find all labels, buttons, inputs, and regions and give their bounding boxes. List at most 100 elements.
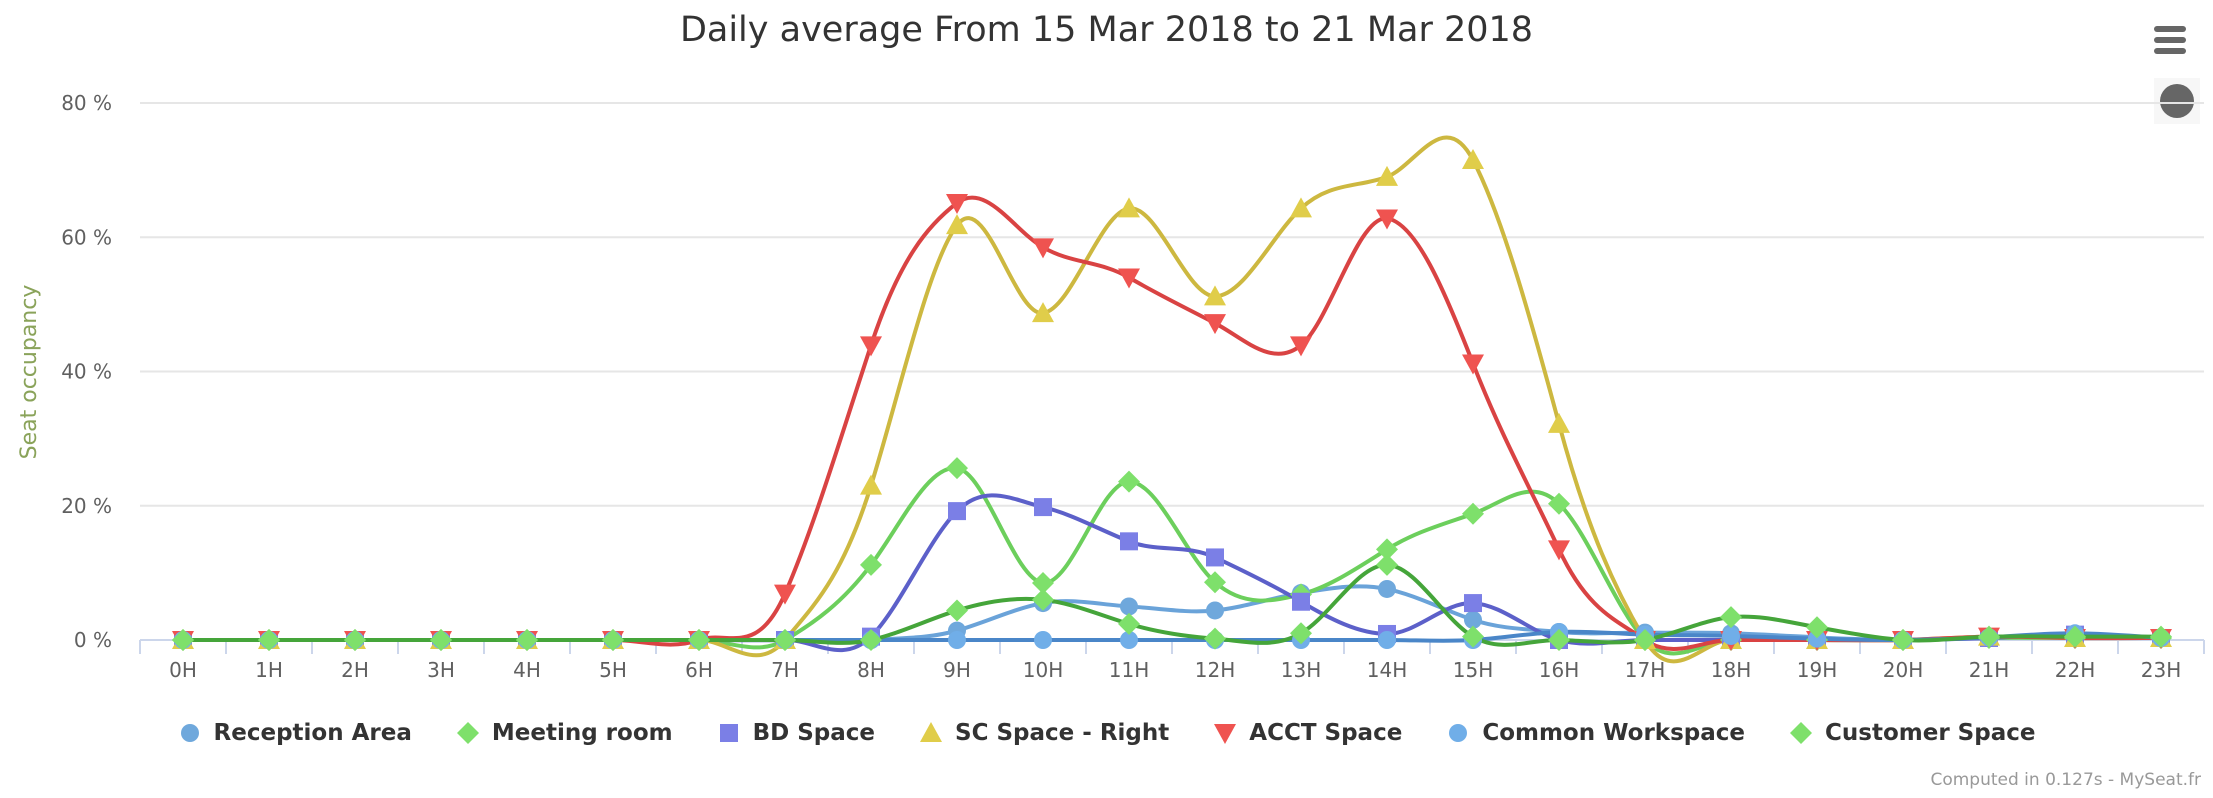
data-point-sc-space-right[interactable] <box>1204 285 1226 306</box>
triangle-marker-icon <box>920 722 943 742</box>
data-point-reception-area[interactable] <box>1120 597 1138 616</box>
data-point-meeting-room[interactable] <box>1204 571 1226 594</box>
legend-item-customer-space[interactable]: Customer Space <box>1789 720 2035 746</box>
data-point-customer-space[interactable] <box>2150 625 2172 648</box>
data-point-sc-space-right[interactable] <box>1118 197 1140 218</box>
legend-item-sc-space-right[interactable]: SC Space - Right <box>919 720 1169 746</box>
data-point-acct-space[interactable] <box>1032 238 1054 259</box>
data-point-acct-space[interactable] <box>1376 209 1398 230</box>
x-tick-label: 13H <box>1281 658 1322 682</box>
data-point-bd-space[interactable] <box>948 502 966 521</box>
series-line-meeting-room[interactable] <box>182 466 2161 656</box>
data-point-meeting-room[interactable] <box>1118 470 1140 493</box>
y-tick-label: 0 % <box>74 628 112 652</box>
data-point-customer-space[interactable] <box>1806 616 1828 639</box>
x-tick-label: 4H <box>513 658 541 682</box>
legend-item-common-workspace[interactable]: Common Workspace <box>1446 720 1745 746</box>
series-line-bd-space[interactable] <box>182 493 2162 653</box>
data-point-customer-space[interactable] <box>2064 625 2086 648</box>
data-point-customer-space[interactable] <box>860 629 882 651</box>
data-point-customer-space[interactable] <box>430 629 452 651</box>
data-point-customer-space[interactable] <box>774 629 796 651</box>
data-point-bd-space[interactable] <box>1464 594 1482 613</box>
data-point-sc-space-right[interactable] <box>1548 412 1570 433</box>
data-point-bd-space[interactable] <box>1292 592 1310 611</box>
legend-item-bd-space[interactable]: BD Space <box>717 720 875 746</box>
data-point-common-workspace[interactable] <box>1120 631 1138 649</box>
data-point-customer-space[interactable] <box>1032 588 1054 611</box>
legend-item-reception-area[interactable]: Reception Area <box>178 720 412 746</box>
circle-marker-icon <box>1449 724 1468 742</box>
data-point-customer-space[interactable] <box>1892 629 1914 651</box>
data-point-meeting-room[interactable] <box>860 553 882 576</box>
data-point-meeting-room[interactable] <box>1032 571 1054 594</box>
data-point-common-workspace[interactable] <box>1808 629 1826 648</box>
data-point-customer-space[interactable] <box>172 629 194 651</box>
data-point-customer-space[interactable] <box>1204 627 1226 650</box>
data-point-common-workspace[interactable] <box>1722 626 1740 645</box>
data-point-meeting-room[interactable] <box>1548 492 1570 515</box>
data-point-customer-space[interactable] <box>946 599 968 622</box>
data-point-customer-space[interactable] <box>1720 606 1742 629</box>
triangle-marker-icon <box>920 722 943 742</box>
series-markers <box>172 149 2172 651</box>
x-tick-label: 5H <box>599 658 627 682</box>
data-point-acct-space[interactable] <box>946 194 968 215</box>
data-point-acct-space[interactable] <box>1548 540 1570 561</box>
hamburger-menu-icon-bar <box>2154 37 2186 43</box>
data-point-bd-space[interactable] <box>1034 498 1052 517</box>
legend-label: Reception Area <box>213 720 412 746</box>
data-point-reception-area[interactable] <box>1378 579 1396 598</box>
data-point-meeting-room[interactable] <box>1376 538 1398 561</box>
data-point-meeting-room[interactable] <box>946 457 968 480</box>
data-point-common-workspace[interactable] <box>948 631 966 649</box>
data-point-customer-space[interactable] <box>1462 625 1484 648</box>
y-axis-title: Seat occupancy <box>17 285 42 460</box>
chart-menu-button[interactable] <box>2150 20 2190 60</box>
x-tick-label: 11H <box>1109 658 1150 682</box>
data-point-acct-space[interactable] <box>1204 314 1226 335</box>
data-point-customer-space[interactable] <box>1978 625 2000 648</box>
data-point-customer-space[interactable] <box>1290 622 1312 645</box>
chart-plot: 0 % 20 % 40 % 60 % 80 % 0H 1H 2H 3H 4H 5H 6H 7H 8H 9H… <box>17 91 2205 682</box>
series-line-acct-space[interactable] <box>182 195 2162 651</box>
series-line-customer-space[interactable] <box>182 562 2161 647</box>
data-point-reception-area[interactable] <box>1464 610 1482 629</box>
square-marker-icon <box>719 724 738 742</box>
data-point-customer-space[interactable] <box>602 629 624 651</box>
data-point-bd-space[interactable] <box>1120 532 1138 551</box>
legend-item-acct-space[interactable]: ACCT Space <box>1213 720 1402 746</box>
data-point-reception-area[interactable] <box>1206 601 1224 620</box>
data-point-bd-space[interactable] <box>1206 548 1224 567</box>
data-point-meeting-room[interactable] <box>1462 502 1484 525</box>
data-point-sc-space-right[interactable] <box>1376 165 1398 186</box>
data-point-acct-space[interactable] <box>1462 354 1484 375</box>
circle-icon <box>2160 84 2194 118</box>
data-point-customer-space[interactable] <box>516 629 538 651</box>
data-point-sc-space-right[interactable] <box>1032 302 1054 323</box>
x-tick-label: 8H <box>857 658 885 682</box>
data-point-acct-space[interactable] <box>860 336 882 357</box>
data-point-sc-space-right[interactable] <box>1290 197 1312 218</box>
legend-item-meeting-room[interactable]: Meeting room <box>456 720 673 746</box>
data-point-customer-space[interactable] <box>1118 612 1140 635</box>
data-point-acct-space[interactable] <box>1290 336 1312 357</box>
data-point-customer-space[interactable] <box>1376 553 1398 576</box>
credits-text[interactable]: Computed in 0.127s - MySeat.fr <box>1930 770 2201 790</box>
data-point-customer-space[interactable] <box>1548 629 1570 651</box>
data-point-common-workspace[interactable] <box>1034 631 1052 649</box>
data-point-customer-space[interactable] <box>1634 629 1656 651</box>
data-point-acct-space[interactable] <box>1118 268 1140 289</box>
x-tick-label: 1H <box>255 658 283 682</box>
data-point-common-workspace[interactable] <box>1378 631 1396 649</box>
data-point-customer-space[interactable] <box>258 629 280 651</box>
chart-extra-button[interactable] <box>2154 78 2200 124</box>
data-point-customer-space[interactable] <box>688 629 710 651</box>
series-line-sc-space-right[interactable] <box>182 135 2162 664</box>
data-point-customer-space[interactable] <box>344 629 366 651</box>
data-point-acct-space[interactable] <box>774 584 796 605</box>
x-tick-label: 0H <box>169 658 197 682</box>
data-point-sc-space-right[interactable] <box>860 474 882 495</box>
data-point-sc-space-right[interactable] <box>946 214 968 235</box>
data-point-sc-space-right[interactable] <box>1462 149 1484 170</box>
